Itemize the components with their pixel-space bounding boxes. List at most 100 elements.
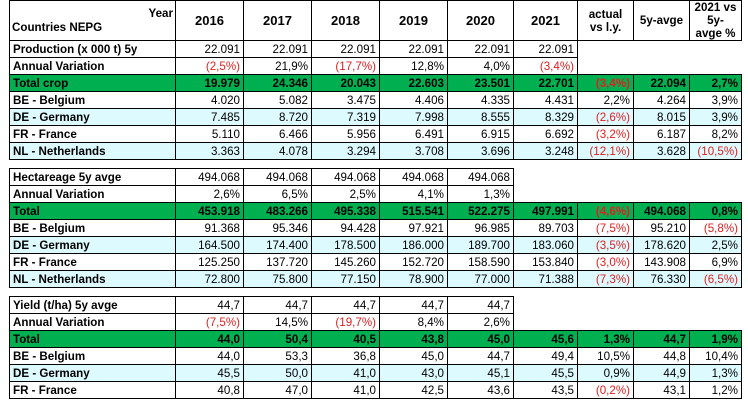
- table-cell: [578, 58, 634, 75]
- table-cell: [690, 297, 742, 314]
- table-cell: 145.260: [311, 253, 380, 271]
- table-cell: 95.210: [633, 219, 690, 237]
- row-label: Total: [9, 330, 176, 348]
- year-header-2018: 2018: [311, 0, 380, 41]
- table-cell: 45,5: [175, 364, 244, 382]
- row-label: Yield (t/ha) 5y avge: [9, 296, 176, 314]
- table-cell: 515.541: [379, 202, 448, 220]
- table-cell: 4.078: [243, 142, 312, 160]
- table-cell: 49,4: [513, 347, 578, 365]
- table-cell: 75.800: [243, 270, 312, 288]
- table-cell: [634, 186, 690, 203]
- table-cell: 77.000: [447, 270, 514, 288]
- table-cell: 22.091: [379, 40, 448, 58]
- table-row: Annual Variation 2,6% 6,5% 2,5% 4,1% 1,3%: [9, 185, 742, 203]
- table-cell: 183.060: [513, 236, 578, 254]
- table-cell: 3.696: [447, 142, 514, 160]
- table-cell: 8.329: [513, 108, 578, 126]
- table-cell: 22.701: [513, 74, 578, 92]
- header-corner: Year Countries NEPG: [9, 0, 176, 41]
- table-cell: 174.400: [243, 236, 312, 254]
- table-cell: 0,8%: [689, 202, 742, 220]
- table-cell: [514, 186, 578, 203]
- table-cell: 143.908: [633, 253, 690, 271]
- table-cell: 2,6%: [447, 313, 514, 331]
- spacer-cell: [514, 288, 578, 297]
- table-row: Production (x 000 t) 5y 22.091 22.091 22.09…: [9, 40, 742, 58]
- table-cell: [690, 41, 742, 58]
- year-header-2019: 2019: [379, 0, 448, 41]
- table-cell: [690, 186, 742, 203]
- table-row: Hectareage 5y avge 494.068 494.068 494.068 4…: [9, 168, 742, 186]
- spacer-cell: [312, 160, 380, 169]
- table-cell: 494.068: [447, 168, 514, 186]
- table-cell: [578, 169, 634, 186]
- table-cell: (10,5%): [689, 142, 742, 160]
- table-cell: 495.338: [311, 202, 380, 220]
- table-cell: 7.998: [379, 108, 448, 126]
- table-cell: 44,0: [175, 347, 244, 365]
- table-cell: 7.319: [311, 108, 380, 126]
- table-cell: 43,8: [379, 330, 448, 348]
- table-cell: 40,8: [175, 381, 244, 399]
- table-cell: 3,9%: [689, 91, 742, 109]
- table-row: DE - Germany 7.485 8.720 7.319 7.998 8.555 8.3…: [9, 108, 742, 126]
- spacer-cell: [578, 288, 634, 297]
- table-cell: 10,4%: [689, 347, 742, 365]
- year-header-2021: 2021: [513, 0, 578, 41]
- spacer-cell: [514, 160, 578, 169]
- table-cell: 6.466: [243, 125, 312, 143]
- table-cell: 23.501: [447, 74, 514, 92]
- row-label: BE - Belgium: [9, 91, 176, 109]
- section-spacer: [10, 288, 742, 297]
- table-cell: 1,3%: [577, 330, 634, 348]
- table-cell: 2,6%: [175, 185, 244, 203]
- spacer-cell: [380, 160, 448, 169]
- table-cell: 78.900: [379, 270, 448, 288]
- table-cell: 6,5%: [243, 185, 312, 203]
- table-cell: (12,1%): [577, 142, 634, 160]
- year-header-2020: 2020: [447, 0, 514, 41]
- table-cell: 4.020: [175, 91, 244, 109]
- table-cell: (6,5%): [689, 270, 742, 288]
- corner-title-label: Countries NEPG: [12, 20, 103, 34]
- row-label: Annual Variation: [9, 185, 176, 203]
- spacer-cell: [176, 288, 244, 297]
- row-label: DE - Germany: [9, 108, 176, 126]
- table-cell: 43,0: [379, 364, 448, 382]
- table-cell: 0,9%: [577, 364, 634, 382]
- table-cell: 3.248: [513, 142, 578, 160]
- table-cell: 96.985: [447, 219, 514, 237]
- spacer-cell: [634, 288, 690, 297]
- table-cell: 19.979: [175, 74, 244, 92]
- table-cell: [634, 58, 690, 75]
- spacer-cell: [690, 288, 742, 297]
- table-cell: 22.091: [175, 40, 244, 58]
- row-label: BE - Belgium: [9, 347, 176, 365]
- year-header-2017: 2017: [243, 0, 312, 41]
- row-label: FR - France: [9, 125, 176, 143]
- table-cell: 14,5%: [243, 313, 312, 331]
- table-cell: [634, 169, 690, 186]
- table-cell: 4.264: [633, 91, 690, 109]
- table-cell: 12,8%: [379, 57, 448, 75]
- table-cell: [634, 41, 690, 58]
- row-label: FR - France: [9, 381, 176, 399]
- table-cell: 494.068: [379, 168, 448, 186]
- table-cell: (3,5%): [577, 236, 634, 254]
- table-cell: 91.368: [175, 219, 244, 237]
- table-cell: 5.956: [311, 125, 380, 143]
- table-cell: 3,9%: [689, 108, 742, 126]
- spacer-cell: [578, 160, 634, 169]
- table-cell: 2,2%: [577, 91, 634, 109]
- table-row: Annual Variation (7,5%) 14,5% (19,7%) 8,4% 2,…: [9, 313, 742, 331]
- table-cell: 2,5%: [689, 236, 742, 254]
- table-cell: 43,5: [513, 381, 578, 399]
- table-cell: 40,5: [311, 330, 380, 348]
- spacer-cell: [244, 288, 312, 297]
- table-cell: [578, 41, 634, 58]
- table-cell: 4,0%: [447, 57, 514, 75]
- table-cell: 44,7: [447, 347, 514, 365]
- table-cell: (3,4%): [577, 74, 634, 92]
- table-cell: 22.094: [633, 74, 690, 92]
